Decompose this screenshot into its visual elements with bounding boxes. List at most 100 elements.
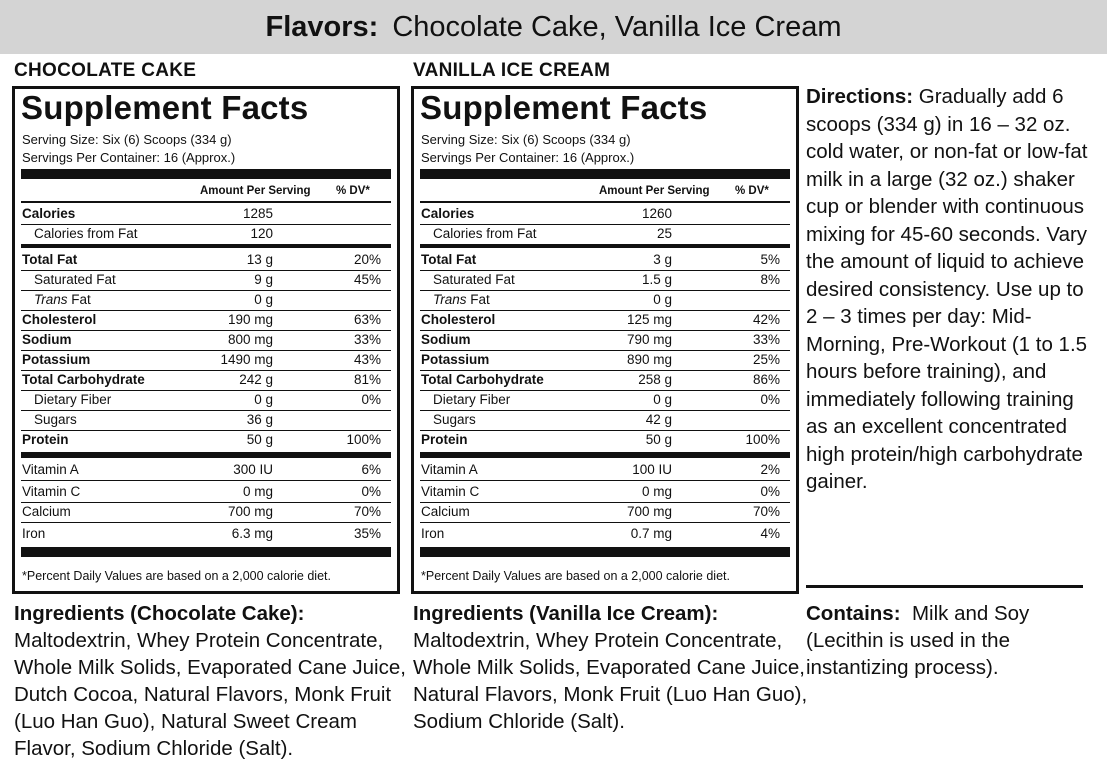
nutrient-row: Vitamin A 300 IU 6% (21, 460, 391, 480)
nutrient-name: Sodium (22, 332, 72, 347)
ingredients-heading: Ingredients (Vanilla Ice Cream): (413, 602, 719, 625)
nutrient-amount: 258 g (638, 372, 672, 387)
nutrient-dv: 43% (353, 352, 381, 367)
nutrient-dv: 42% (752, 312, 780, 327)
col-header-amount: Amount Per Serving (599, 185, 710, 197)
nutrient-name: Saturated Fat (433, 272, 515, 287)
thick-rule (420, 169, 790, 179)
nutrient-dv: 8% (760, 272, 780, 287)
nutrient-name: Calcium (421, 504, 470, 519)
nutrient-name: Total Carbohydrate (22, 372, 145, 387)
row-rule (420, 370, 790, 371)
nutrient-row: Protein 50 g 100% (21, 430, 391, 450)
bottom-thick-rule (21, 547, 391, 557)
nutrient-amount: 9 g (254, 272, 273, 287)
nutrient-name: Iron (421, 526, 445, 541)
nutrient-row: Dietary Fiber 0 g 0% (21, 390, 391, 410)
nutrient-name: Calories (421, 206, 475, 221)
nutrient-amount: 0 g (653, 292, 672, 307)
nutrient-amount: 0 g (653, 392, 672, 407)
row-rule (420, 410, 790, 411)
nutrient-row: Cholesterol 190 mg 63% (21, 310, 391, 330)
nutrient-amount: 50 g (645, 432, 672, 447)
row-rule (420, 330, 790, 331)
nutrient-name: Dietary Fiber (433, 392, 511, 407)
nutrient-dv: 0% (361, 484, 381, 499)
ingredients-vanilla: Ingredients (Vanilla Ice Cream): Maltode… (413, 600, 808, 735)
row-rule (21, 390, 391, 391)
row-rule (21, 502, 391, 503)
header-rule (420, 201, 790, 203)
divider (806, 585, 1083, 588)
nutrient-dv: 0% (760, 392, 780, 407)
row-rule (21, 480, 391, 481)
nutrient-dv: 35% (353, 526, 381, 541)
nutrient-row: Vitamin A 100 IU 2% (420, 460, 790, 480)
row-rule (21, 270, 391, 271)
nutrient-row: Calories 1285 (21, 204, 391, 224)
row-rule (21, 350, 391, 351)
row-rule (420, 390, 790, 391)
nutrient-row: Calories from Fat 25 (420, 224, 790, 244)
flavor-title-chocolate: CHOCOLATE CAKE (14, 60, 197, 81)
nutrient-amount: 800 mg (227, 332, 273, 347)
nutrient-row: Trans Fat 0 g (420, 290, 790, 310)
row-rule (420, 270, 790, 271)
nutrient-dv: 86% (752, 372, 780, 387)
nutrient-row: Sugars 42 g (420, 410, 790, 430)
nutrient-amount: 0.7 mg (630, 526, 672, 541)
row-rule (420, 430, 790, 431)
nutrient-row: Dietary Fiber 0 g 0% (420, 390, 790, 410)
nutrient-name: Saturated Fat (34, 272, 116, 287)
nutrient-dv: 4% (760, 526, 780, 541)
nutrient-row: Potassium 890 mg 25% (420, 350, 790, 370)
nutrient-name: Total Carbohydrate (421, 372, 544, 387)
row-rule (21, 330, 391, 331)
row-rule (21, 290, 391, 291)
col-header-amount: Amount Per Serving (200, 185, 311, 197)
nutrient-amount: 0 g (254, 292, 273, 307)
nutrient-amount: 36 g (246, 412, 273, 427)
row-rule (420, 310, 790, 311)
col-header-dv: % DV* (336, 185, 370, 197)
nutrient-row: Calories from Fat 120 (21, 224, 391, 244)
serving-size: Serving Size: Six (6) Scoops (334 g) (421, 132, 631, 147)
nutrient-amount: 890 mg (626, 352, 672, 367)
nutrient-amount: 120 (250, 226, 273, 241)
nutrient-amount: 25 (656, 226, 672, 241)
flavor-title-vanilla: VANILLA ICE CREAM (413, 60, 611, 81)
nutrient-amount: 300 IU (233, 462, 273, 477)
nutrient-amount: 700 mg (626, 504, 672, 519)
nutrient-amount: 100 IU (632, 462, 672, 477)
row-rule (420, 224, 790, 225)
row-rule (21, 224, 391, 225)
nutrient-name: Cholesterol (421, 312, 496, 327)
row-rule (420, 522, 790, 523)
row-rule (21, 522, 391, 523)
nutrient-name: Vitamin A (421, 462, 478, 477)
nutrient-dv: 70% (752, 504, 780, 519)
nutrient-row: Saturated Fat 1.5 g 8% (420, 270, 790, 290)
nutrient-dv: 33% (353, 332, 381, 347)
footnote: *Percent Daily Values are based on a 2,0… (421, 569, 730, 583)
nutrient-dv: 100% (346, 432, 381, 447)
nutrient-row: Sodium 790 mg 33% (420, 330, 790, 350)
nutrient-dv: 0% (760, 484, 780, 499)
nutrient-amount: 3 g (653, 252, 672, 267)
row-rule (21, 370, 391, 371)
nutrient-row: Total Fat 13 g 20% (21, 250, 391, 270)
supplement-facts-panel-vanilla: Supplement Facts Serving Size: Six (6) Sc… (411, 86, 799, 594)
nutrient-row: Protein 50 g 100% (420, 430, 790, 450)
nutrient-name: Vitamin C (421, 484, 480, 499)
row-rule (420, 480, 790, 481)
nutrient-amount: 50 g (246, 432, 273, 447)
directions: Directions: Gradually add 6 scoops (334 … (806, 83, 1096, 496)
nutrient-name: Potassium (421, 352, 490, 367)
nutrient-name: Potassium (22, 352, 91, 367)
nutrient-name: Iron (22, 526, 46, 541)
nutrient-row: Iron 6.3 mg 35% (21, 524, 391, 544)
bottom-thick-rule (420, 547, 790, 557)
nutrient-name: Vitamin C (22, 484, 81, 499)
nutrient-dv: 20% (353, 252, 381, 267)
nutrient-amount: 0 g (254, 392, 273, 407)
